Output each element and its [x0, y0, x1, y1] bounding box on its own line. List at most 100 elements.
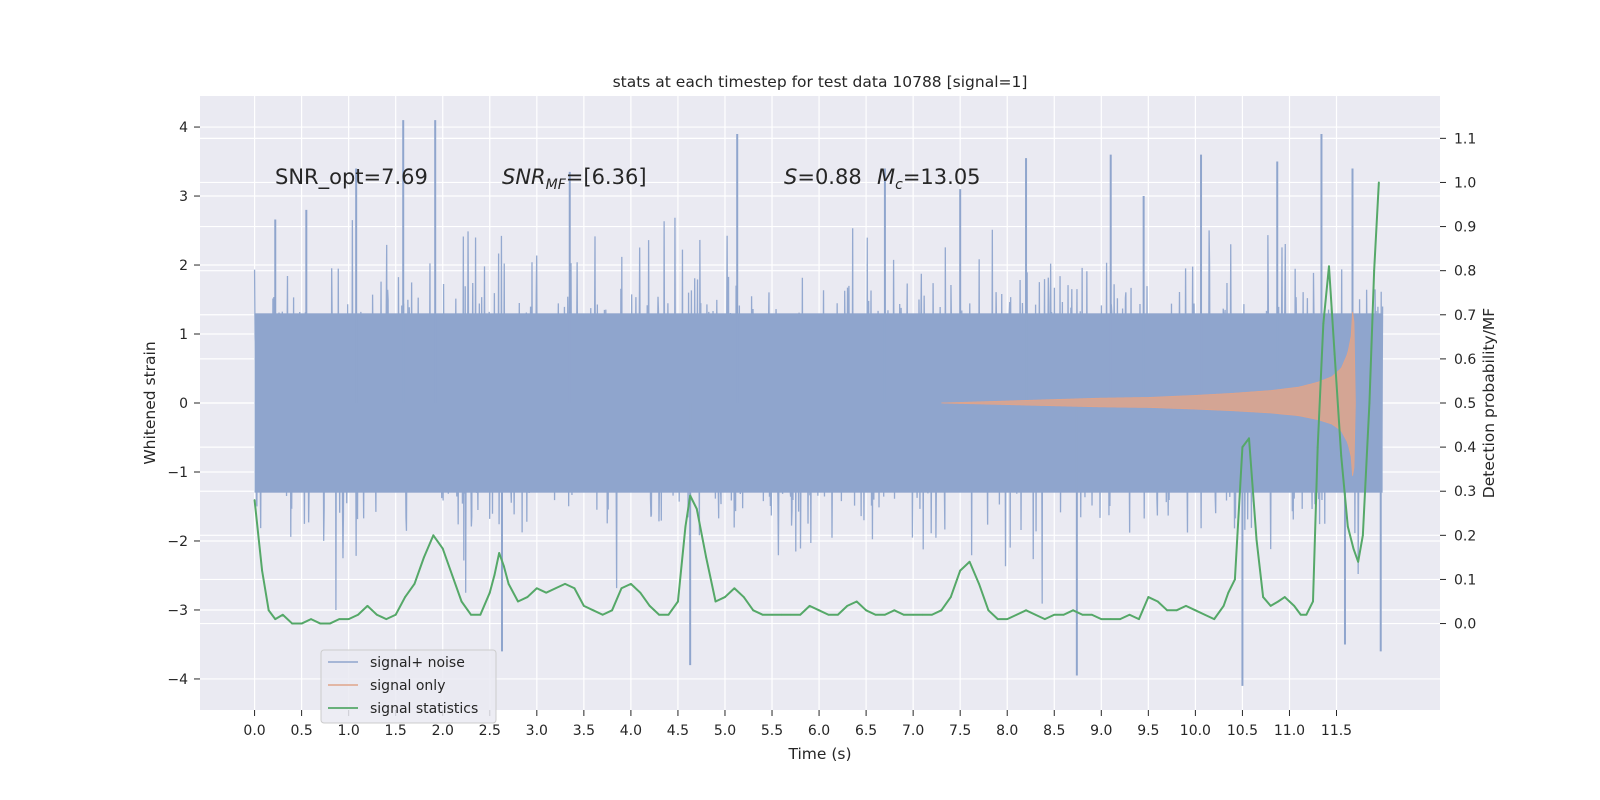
signal-statistics-point — [1053, 613, 1056, 616]
signal-statistics-point — [1346, 525, 1349, 528]
signal-statistics-point — [601, 613, 604, 616]
y-right-tick-label: 0.3 — [1454, 484, 1476, 500]
signal-statistics-point — [1241, 446, 1244, 449]
signal-statistics-point — [1034, 613, 1037, 616]
signal-statistics-point — [1316, 446, 1319, 449]
x-tick-label: 11.5 — [1321, 723, 1352, 739]
signal-statistics-point — [319, 622, 322, 625]
y-right-tick-label: 0.6 — [1454, 352, 1476, 368]
signal-statistics-point — [300, 622, 303, 625]
x-tick-label: 9.5 — [1137, 723, 1159, 739]
signal-statistics-point — [667, 613, 670, 616]
signal-statistics-point — [328, 622, 331, 625]
signal-only-trace — [941, 311, 1356, 476]
signal-statistics-point — [1368, 402, 1371, 404]
signal-statistics-point — [517, 600, 519, 603]
signal-statistics-point — [1006, 618, 1009, 621]
y-right-tick-label: 0.5 — [1454, 396, 1476, 412]
signal-statistics-point — [1373, 269, 1376, 272]
signal-statistics-point — [1072, 609, 1074, 612]
signal-statistics-point — [1203, 613, 1206, 616]
signal-statistics-point — [752, 609, 755, 612]
y-right-tick-label: 0.9 — [1454, 220, 1476, 236]
signal-statistics-point — [912, 613, 915, 616]
x-tick-label: 11.0 — [1274, 723, 1305, 739]
signal-statistics-point — [1340, 455, 1343, 457]
signal-statistics-point — [1248, 437, 1250, 440]
y-right-tick-label: 0.2 — [1454, 528, 1476, 544]
signal-statistics-point — [1109, 618, 1112, 621]
signal-statistics-point — [1322, 322, 1325, 325]
x-tick-label: 5.0 — [714, 723, 736, 739]
signal-statistics-point — [949, 596, 952, 598]
x-tick-label: 0.0 — [243, 723, 265, 739]
x-tick-label: 4.5 — [667, 723, 689, 739]
legend-box — [320, 649, 497, 724]
signal-statistics-point — [789, 613, 792, 616]
signal-statistics-point — [1015, 613, 1018, 616]
signal-statistics-point — [1269, 605, 1272, 607]
signal-statistics-point — [545, 591, 548, 594]
signal-statistics-point — [1305, 613, 1308, 616]
signal-statistics-point — [1312, 600, 1314, 603]
y-right-tick-label: 0.7 — [1454, 308, 1476, 324]
signal-statistics-point — [742, 596, 745, 598]
annotation-s: S=0.88 — [784, 165, 862, 189]
signal-statistics-point — [535, 587, 538, 590]
y-tick-label: 1 — [179, 327, 188, 343]
signal-statistics-point — [281, 613, 284, 616]
x-tick-label: 6.5 — [855, 723, 877, 739]
annotation-snr-mf: SNRMF=[6.36] — [502, 165, 647, 193]
signal-statistics-point — [441, 547, 444, 550]
signal-statistics-point — [291, 622, 294, 625]
chart-title: stats at each timestep for test data 107… — [613, 73, 1028, 91]
signal-statistics-point — [658, 613, 661, 616]
signal-statistics-point — [493, 574, 496, 576]
signal-statistics-point — [639, 591, 642, 594]
legend: signal+ noise signal only signal statist… — [320, 649, 497, 724]
signal-statistics-point — [1255, 538, 1258, 541]
signal-statistics-point — [432, 534, 435, 537]
y-tick-label: −1 — [167, 465, 188, 481]
signal-statistics-point — [630, 582, 632, 585]
signal-statistics-point — [865, 609, 867, 612]
signal-statistics-point — [1156, 600, 1159, 603]
x-tick-label: 1.5 — [385, 723, 407, 739]
signal-statistics-point — [310, 618, 312, 621]
x-tick-label: 2.0 — [432, 723, 454, 739]
y-tick-label: −3 — [167, 603, 188, 619]
y-axis-right: 1.1 1.0 0.9 0.8 0.7 0.6 0.5 0.4 0.3 0.2 0.1 0.0 — [1440, 131, 1476, 633]
signal-statistics-point — [1062, 613, 1065, 616]
y-right-tick-label: 0.8 — [1454, 264, 1476, 280]
signal-statistics-point — [507, 582, 510, 585]
signal-statistics-point — [526, 596, 529, 598]
signal-statistics-point — [1361, 534, 1364, 537]
signal-statistics-point — [479, 613, 482, 616]
x-tick-label: 7.5 — [949, 723, 971, 739]
signal-statistics-point — [1138, 618, 1140, 621]
signal-statistics-point — [1293, 605, 1296, 607]
signal-statistics-point — [470, 613, 472, 616]
x-tick-label: 8.5 — [1043, 723, 1065, 739]
signal-statistics-point — [818, 609, 820, 612]
x-axis-label: Time (s) — [787, 745, 851, 763]
x-tick-label: 1.0 — [338, 723, 360, 739]
signal-statistics-point — [780, 613, 783, 616]
signal-statistics-point — [1100, 618, 1103, 621]
signal-statistics-point — [978, 582, 980, 585]
signal-statistics-point — [1222, 605, 1225, 607]
x-tick-label: 3.5 — [573, 723, 595, 739]
signal-statistics-point — [357, 613, 359, 616]
signal-statistics-point — [1043, 618, 1046, 621]
signal-statistics-point — [902, 613, 905, 616]
signal-statistics-point — [573, 587, 576, 590]
y-tick-label: −2 — [167, 534, 188, 550]
signal-statistics-point — [366, 605, 369, 607]
signal-statistics-point — [648, 605, 651, 607]
signal-statistics-point — [1185, 605, 1187, 607]
y-tick-label: 4 — [179, 120, 188, 136]
signal-statistics-point — [1227, 591, 1230, 594]
signal-statistics-point — [1299, 613, 1302, 616]
signal-statistics-line — [253, 182, 1380, 625]
x-tick-label: 2.5 — [479, 723, 501, 739]
